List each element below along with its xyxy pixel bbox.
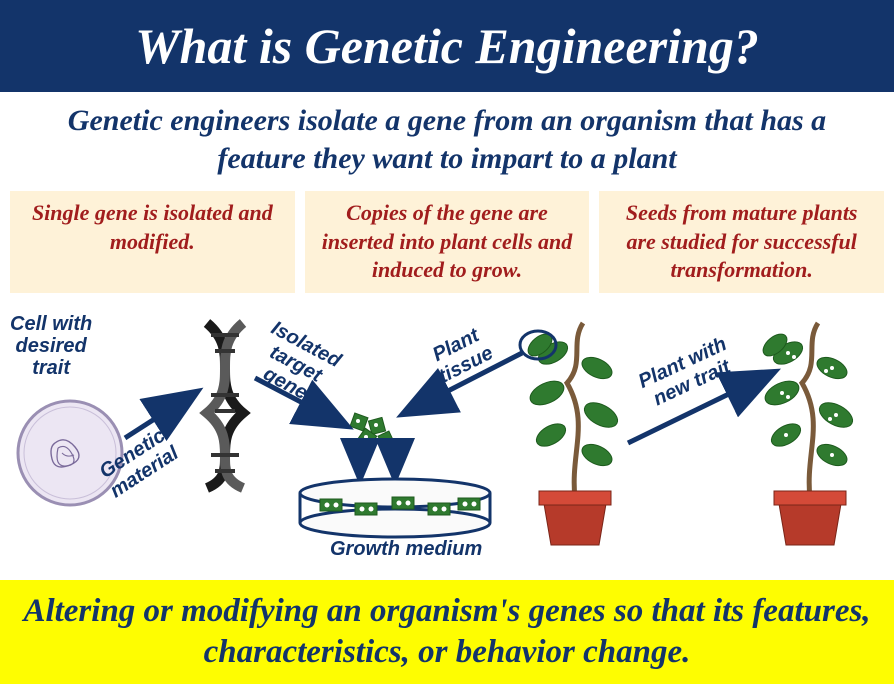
cell-icon xyxy=(18,401,122,505)
footer-text: Altering or modifying an organism's gene… xyxy=(20,591,874,674)
label-growth-medium: Growth medium xyxy=(330,538,482,560)
gene-fragment-icon xyxy=(350,413,394,448)
page-title: What is Genetic Engineering? xyxy=(135,17,759,75)
step-box-1: Single gene is isolated and modified. xyxy=(10,191,295,293)
step-box-3: Seeds from mature plants are studied for… xyxy=(599,191,884,293)
title-band: What is Genetic Engineering? xyxy=(0,0,894,92)
petri-dish-icon xyxy=(300,479,490,537)
source-plant-icon xyxy=(524,323,621,545)
result-plant-icon xyxy=(759,323,856,545)
subtitle-text: Genetic engineers isolate a gene from an… xyxy=(0,92,894,191)
dna-icon xyxy=(207,323,243,488)
diagram-svg xyxy=(0,293,894,573)
label-cell: Cell withdesiredtrait xyxy=(10,313,92,379)
footer-band: Altering or modifying an organism's gene… xyxy=(0,580,894,684)
step-box-2: Copies of the gene are inserted into pla… xyxy=(305,191,590,293)
diagram-area: Cell withdesiredtrait Geneticmaterial Is… xyxy=(0,293,894,573)
step-row: Single gene is isolated and modified. Co… xyxy=(0,191,894,293)
